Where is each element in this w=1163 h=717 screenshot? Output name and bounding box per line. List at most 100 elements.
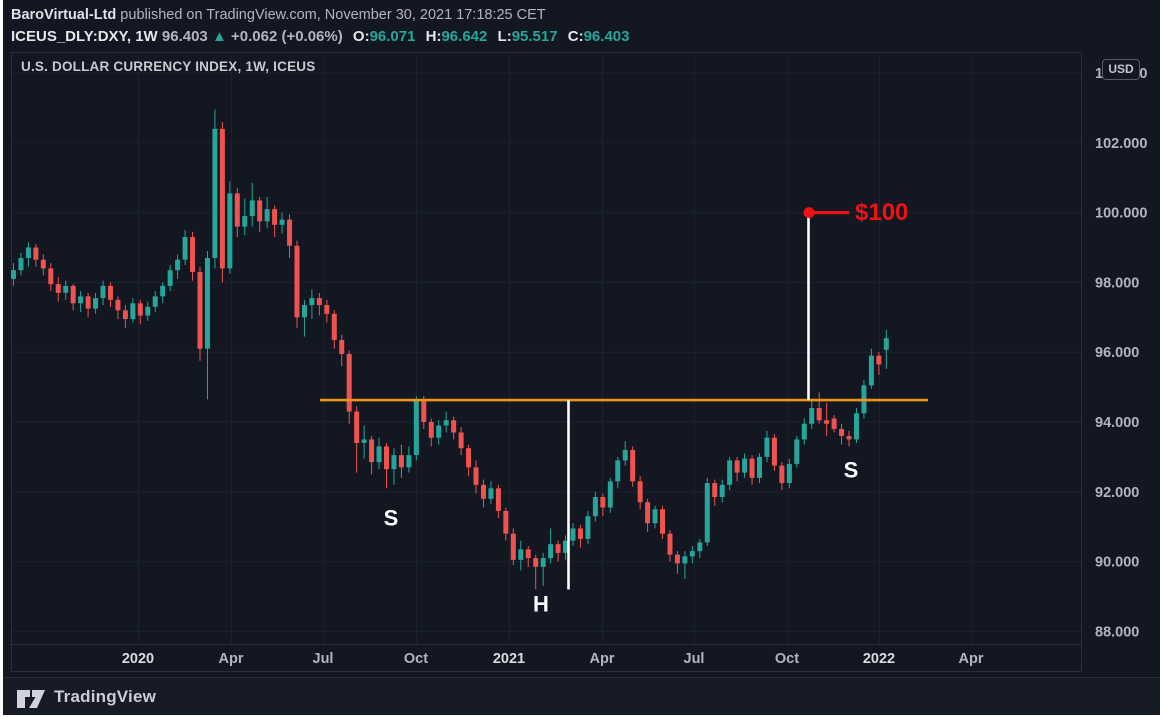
candlestick: [757, 453, 762, 484]
candle-body: [555, 544, 561, 553]
candlestick: [525, 545, 531, 567]
candlestick: [577, 524, 583, 548]
candle-body: [779, 465, 785, 484]
price-axis[interactable]: 104.000102.000100.00098.00096.00094.0009…: [1095, 66, 1147, 640]
candlestick: [25, 242, 31, 267]
candlestick: [443, 411, 449, 433]
candlestick: [78, 291, 84, 313]
candle-body: [757, 456, 762, 478]
candle-body: [607, 481, 613, 508]
candle-body: [771, 437, 777, 466]
snapshot-header: BaroVirtual-Ltd published on TradingView…: [3, 0, 1160, 48]
candlestick: [585, 510, 591, 545]
candlestick: [734, 456, 740, 482]
change-value: +0.062 (+0.06%): [230, 28, 343, 45]
candle-body: [107, 285, 113, 300]
candlestick: [100, 280, 106, 306]
candle-body: [883, 338, 889, 350]
candle-body: [533, 558, 539, 567]
candlestick: [175, 254, 181, 279]
high-value: 96.642: [441, 28, 488, 45]
time-tick-label: Apr: [959, 651, 984, 667]
candle-body: [577, 528, 583, 539]
low-label: L:: [497, 28, 512, 45]
published-on-text: published on TradingView.com, November 3…: [116, 7, 546, 23]
target-price-label[interactable]: $100: [855, 199, 908, 226]
candlestick: [853, 408, 859, 443]
candle-body: [85, 296, 91, 309]
candle-body: [764, 437, 770, 457]
quote-line: ICEUS_DLY:DXY, 1W 96.403 ▲ +0.062 (+0.06…: [11, 26, 1160, 48]
candle-body: [831, 418, 837, 429]
pane-border: [11, 52, 1082, 672]
candle-body: [137, 303, 143, 316]
candlestick: [697, 538, 703, 559]
candle-body: [204, 257, 210, 349]
candle-body: [63, 285, 69, 293]
candle-body: [354, 411, 360, 443]
candlestick: [93, 292, 99, 314]
candlestick: [518, 540, 524, 571]
pattern-letter-label[interactable]: S: [384, 506, 399, 531]
candle-body: [301, 305, 307, 318]
candle-body: [115, 299, 121, 311]
footer-bar: TradingView: [3, 677, 1160, 715]
candle-body: [495, 488, 501, 511]
candlestick: [391, 448, 397, 485]
candlestick: [167, 264, 173, 292]
candlestick: [831, 415, 837, 433]
candlestick: [622, 441, 628, 466]
candlestick: [272, 205, 278, 238]
open-value: 96.071: [369, 28, 416, 45]
candle-body: [11, 270, 16, 279]
candlestick: [570, 523, 576, 546]
pattern-letter-label[interactable]: S: [844, 458, 859, 483]
candle-body: [645, 502, 651, 524]
candlestick: [331, 310, 337, 349]
candle-body: [510, 533, 516, 560]
chart-canvas[interactable]: $100 S H S 104.000102.000100.00098.00096.000…: [3, 0, 1161, 717]
candle-body: [630, 449, 636, 482]
candle-body: [563, 540, 569, 553]
candle-body: [436, 425, 442, 438]
candle-body: [316, 298, 322, 306]
candle-body: [346, 353, 352, 412]
candle-body: [652, 509, 658, 524]
price-tick-label: 94.000: [1095, 415, 1139, 431]
candle-body: [480, 484, 486, 499]
candle-body: [122, 310, 128, 320]
candlestick: [264, 196, 270, 229]
candle-body: [742, 458, 748, 473]
candle-body: [40, 259, 46, 269]
candle-body: [801, 423, 807, 440]
candlestick: [33, 244, 39, 267]
candlestick: [742, 453, 748, 478]
tradingview-brand-text[interactable]: TradingView: [54, 686, 157, 706]
candle-body: [272, 209, 278, 225]
candlestick: [704, 477, 710, 546]
tradingview-logo-icon[interactable]: [16, 684, 46, 710]
price-tick-label: 102.000: [1095, 136, 1147, 152]
low-value: 95.517: [511, 28, 558, 45]
candle-body: [712, 483, 718, 498]
candlestick: [436, 420, 442, 445]
candle-body: [227, 193, 233, 269]
candlestick: [324, 299, 330, 323]
publisher-name: BaroVirtual-Ltd: [11, 7, 117, 23]
candle-body: [234, 193, 240, 227]
candle-body: [361, 439, 367, 443]
pattern-letter-label[interactable]: H: [533, 592, 549, 617]
time-axis[interactable]: 2020 Apr Jul Oct 2021 Apr Jul Oct 2022 Apr: [122, 651, 984, 667]
symbol-name[interactable]: ICEUS_DLY:DXY, 1W: [11, 28, 158, 45]
candle-body: [369, 439, 375, 463]
candlestick: [563, 535, 569, 560]
target-dot[interactable]: [803, 207, 815, 219]
candle-body: [413, 401, 419, 456]
candlestick: [40, 254, 46, 276]
candle-body: [33, 247, 39, 260]
candlestick: [883, 329, 889, 369]
candlestick: [600, 493, 606, 517]
candlestick: [510, 528, 516, 566]
candlestick: [406, 446, 412, 473]
candle-body: [376, 446, 382, 463]
